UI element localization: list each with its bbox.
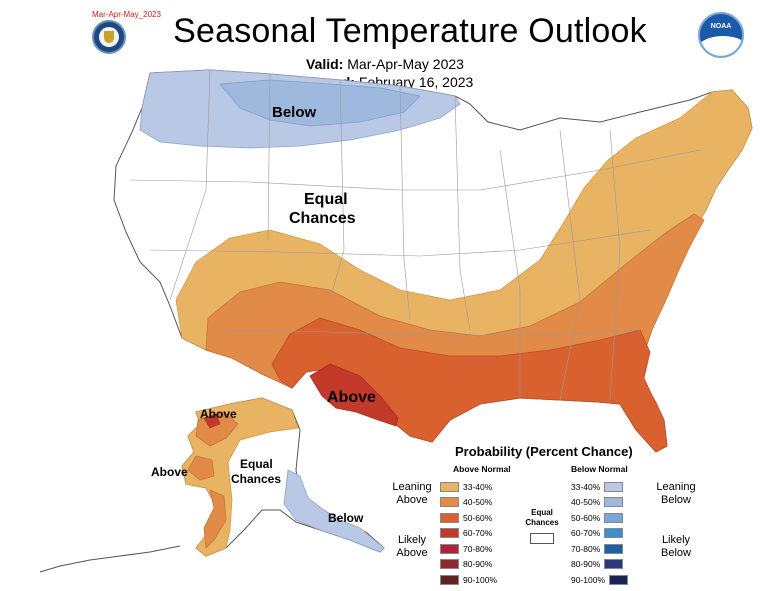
legend-below-swatch xyxy=(609,574,629,585)
legend-below-row: 80-90% xyxy=(571,559,624,570)
label-below: Below xyxy=(272,104,317,121)
label-ak-above-north: Above xyxy=(200,407,237,421)
legend-above-swatch xyxy=(440,528,459,538)
period-tag: Mar-Apr-May_2023 xyxy=(92,10,161,19)
valid-line: Valid: Mar-Apr-May 2023 xyxy=(306,56,464,72)
legend-above-label: 60-70% xyxy=(463,528,493,538)
legend-equal-chances: Equal Chances xyxy=(525,508,559,527)
legend-below-label: 50-60% xyxy=(571,512,601,523)
alaska-above-darkest xyxy=(203,413,221,429)
legend-equal-swatch xyxy=(530,533,554,544)
legend-likely-above: Likely Above xyxy=(396,534,428,559)
legend-above-row: 80-90% xyxy=(440,559,492,570)
legend-above-swatch xyxy=(440,543,459,554)
state-lines xyxy=(129,69,701,401)
legend-below-swatch xyxy=(604,559,624,569)
alaska-below-zone xyxy=(283,469,385,553)
legend-below-label: 60-70% xyxy=(571,528,601,538)
legend-above-row: 33-40% xyxy=(440,481,492,492)
legend-below-swatch xyxy=(604,543,624,554)
legend-below-swatch xyxy=(604,512,624,523)
alaska-above-core xyxy=(187,411,239,549)
label-ak-below: Below xyxy=(328,511,364,525)
legend-below-label: 33-40% xyxy=(571,481,601,492)
label-chances: Chances xyxy=(289,210,356,227)
legend-above-row: 90-100% xyxy=(440,574,497,585)
page-title: Seasonal Temperature Outlook xyxy=(173,12,647,50)
legend-above-swatch xyxy=(440,559,459,569)
label-ak-above-west: Above xyxy=(151,465,188,479)
legend-above-swatch xyxy=(440,512,459,523)
legend-above-row: 50-60% xyxy=(440,512,492,523)
commerce-seal-logo xyxy=(92,20,126,54)
legend-below-header: Below Normal xyxy=(571,464,628,474)
noaa-logo: NOAA xyxy=(698,12,744,58)
legend-below-swatch xyxy=(604,528,624,538)
legend-below-row: 90-100% xyxy=(571,574,629,585)
legend-leaning-above: Leaning Above xyxy=(392,481,432,506)
legend-leaning-below: Leaning Below xyxy=(656,481,696,506)
legend-title: Probability (Percent Chance) xyxy=(455,444,633,459)
legend-above-label: 40-50% xyxy=(463,497,493,507)
legend-below-label: 70-80% xyxy=(571,543,601,554)
legend-above-label: 50-60% xyxy=(463,512,493,523)
legend-above-label: 90-100% xyxy=(463,574,498,585)
legend-above-row: 40-50% xyxy=(440,497,492,508)
legend-likely-below: Likely Below xyxy=(661,534,691,559)
legend-above-swatch xyxy=(440,574,459,585)
legend-above-row: 70-80% xyxy=(440,543,492,554)
legend-below-label: 90-100% xyxy=(571,574,606,585)
legend-above-swatch xyxy=(440,481,459,492)
above-zone-60-70 xyxy=(309,363,399,427)
legend-above-swatch xyxy=(440,497,459,507)
label-equal: Equal xyxy=(304,191,348,208)
legend-below-row: 40-50% xyxy=(571,497,624,508)
legend-below-swatch xyxy=(604,481,624,492)
legend-below-label: 80-90% xyxy=(571,559,601,569)
label-above: Above xyxy=(327,389,376,406)
legend-above-header: Above Normal xyxy=(453,464,511,474)
valid-label: Valid: xyxy=(306,56,344,72)
legend-below-row: 70-80% xyxy=(571,543,624,554)
legend-below-swatch xyxy=(604,497,624,507)
legend-below-row: 60-70% xyxy=(571,528,624,539)
legend-below-label: 40-50% xyxy=(571,497,601,507)
label-ak-equal: Equal xyxy=(240,457,273,471)
legend-above-row: 60-70% xyxy=(440,528,492,539)
label-ak-chances: Chances xyxy=(231,472,281,486)
legend-below-row: 50-60% xyxy=(571,512,624,523)
legend-below-row: 33-40% xyxy=(571,481,624,492)
legend-above-label: 70-80% xyxy=(463,543,493,554)
legend-above-label: 33-40% xyxy=(463,481,493,492)
valid-value: Mar-Apr-May 2023 xyxy=(347,56,464,72)
aleutians xyxy=(39,545,181,573)
legend-above-label: 80-90% xyxy=(463,559,493,569)
